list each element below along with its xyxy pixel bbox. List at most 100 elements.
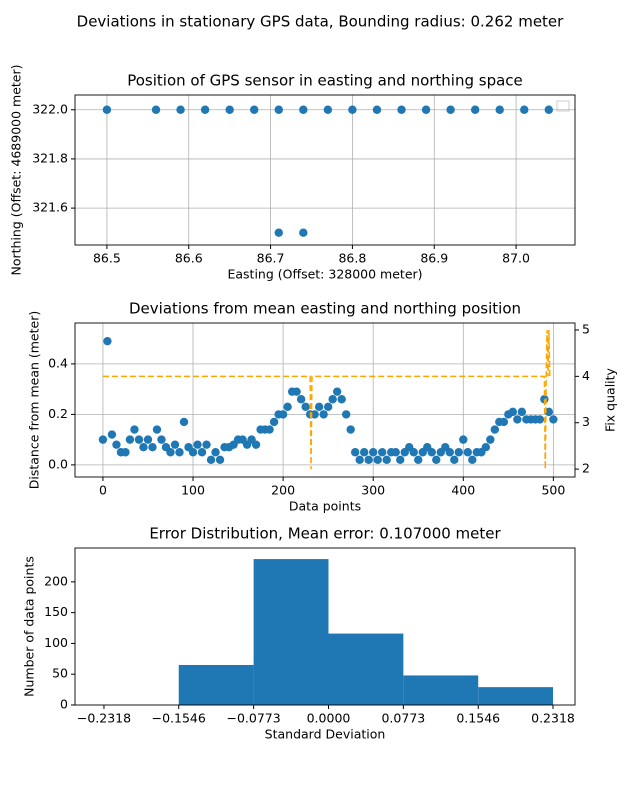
point xyxy=(350,448,360,457)
point xyxy=(520,105,529,114)
legend-box xyxy=(556,100,570,112)
x-tick-label: 87.0 xyxy=(502,251,530,266)
point xyxy=(301,402,310,412)
point xyxy=(157,435,166,444)
point xyxy=(409,448,418,457)
axes-title: Deviations from mean easting and northin… xyxy=(129,300,521,318)
y-tick-label: 321.8 xyxy=(32,150,68,165)
y-tick-label: 321.6 xyxy=(32,200,68,215)
x-tick-label: 200 xyxy=(271,483,295,498)
point xyxy=(378,448,387,457)
y2-axis-label: Fix quality xyxy=(603,367,618,431)
point xyxy=(134,435,144,444)
point xyxy=(446,105,455,114)
x-tick-label: 500 xyxy=(541,483,565,498)
point xyxy=(152,425,162,434)
point xyxy=(225,105,234,114)
point xyxy=(535,415,545,424)
point xyxy=(314,402,324,412)
point xyxy=(544,105,554,114)
x-axis-label: Easting (Offset: 328000 meter) xyxy=(227,267,422,282)
point xyxy=(468,455,477,465)
y-tick-label: 0.0 xyxy=(48,456,68,471)
figure-title: Deviations in stationary GPS data, Bound… xyxy=(77,13,564,31)
point xyxy=(175,448,184,457)
bar xyxy=(328,633,404,705)
point xyxy=(486,435,495,444)
x-tick-label: 86.6 xyxy=(175,251,203,266)
x-tick-label: 100 xyxy=(181,483,205,498)
bar xyxy=(178,664,254,705)
bar xyxy=(253,559,329,705)
y2-tick-label: 4 xyxy=(582,368,590,383)
x-tick-label: 86.9 xyxy=(420,251,448,266)
point xyxy=(414,455,423,465)
y2-tick-label: 2 xyxy=(582,461,590,476)
point xyxy=(197,448,207,457)
point xyxy=(200,105,210,114)
point xyxy=(166,448,175,457)
point xyxy=(319,410,328,419)
point xyxy=(296,395,306,404)
point xyxy=(421,105,431,114)
point xyxy=(269,417,279,427)
point xyxy=(274,105,283,114)
y-tick-label: 150 xyxy=(44,604,68,619)
point xyxy=(125,435,135,444)
y-axis-label: Distance from mean (meter) xyxy=(27,311,42,489)
point xyxy=(391,448,400,457)
point xyxy=(143,435,153,444)
point xyxy=(206,455,216,465)
point xyxy=(148,443,157,452)
y-axis-label: Number of data points xyxy=(22,556,37,697)
point xyxy=(445,448,454,457)
axes-title: Error Distribution, Mean error: 0.107000… xyxy=(149,525,501,543)
point xyxy=(188,448,198,457)
point xyxy=(139,443,148,452)
axes-frame xyxy=(74,322,576,478)
point xyxy=(348,105,357,114)
point xyxy=(346,425,355,434)
x-tick-label: 400 xyxy=(451,483,475,498)
bar xyxy=(478,687,554,705)
point xyxy=(98,435,108,444)
x-tick-label: −0.1546 xyxy=(152,711,206,726)
point xyxy=(102,105,112,114)
point xyxy=(396,455,405,465)
point xyxy=(332,387,342,396)
point xyxy=(459,435,468,444)
point xyxy=(278,410,288,419)
point xyxy=(490,425,500,434)
point xyxy=(211,448,220,457)
point xyxy=(549,415,558,424)
point xyxy=(359,448,369,457)
x-tick-label: −0.0773 xyxy=(227,711,281,726)
y-tick-label: 0 xyxy=(60,697,68,712)
point xyxy=(176,105,185,114)
point xyxy=(373,455,382,465)
point xyxy=(341,410,351,419)
point xyxy=(432,455,441,465)
x-tick-label: 86.7 xyxy=(257,251,285,266)
fix-quality-line xyxy=(102,329,553,470)
y-tick-label: 322.0 xyxy=(32,101,68,116)
y-axis-label: Northing (Offset: 4689000 meter) xyxy=(9,65,24,276)
point xyxy=(323,402,333,412)
point xyxy=(495,105,504,114)
point xyxy=(112,440,121,449)
point xyxy=(450,455,459,465)
point xyxy=(364,455,373,465)
y-tick-label: 0.2 xyxy=(48,406,68,421)
x-tick-label: −0.2318 xyxy=(77,711,131,726)
x-axis-label: Standard Deviation xyxy=(265,727,386,742)
point xyxy=(283,402,292,412)
axes-frame xyxy=(74,547,576,706)
x-tick-label: 0.2318 xyxy=(531,711,575,726)
point xyxy=(299,228,308,237)
point xyxy=(368,448,378,457)
point xyxy=(215,455,225,465)
x-tick-label: 86.5 xyxy=(93,251,121,266)
point xyxy=(121,448,130,457)
x-tick-label: 300 xyxy=(361,483,385,498)
